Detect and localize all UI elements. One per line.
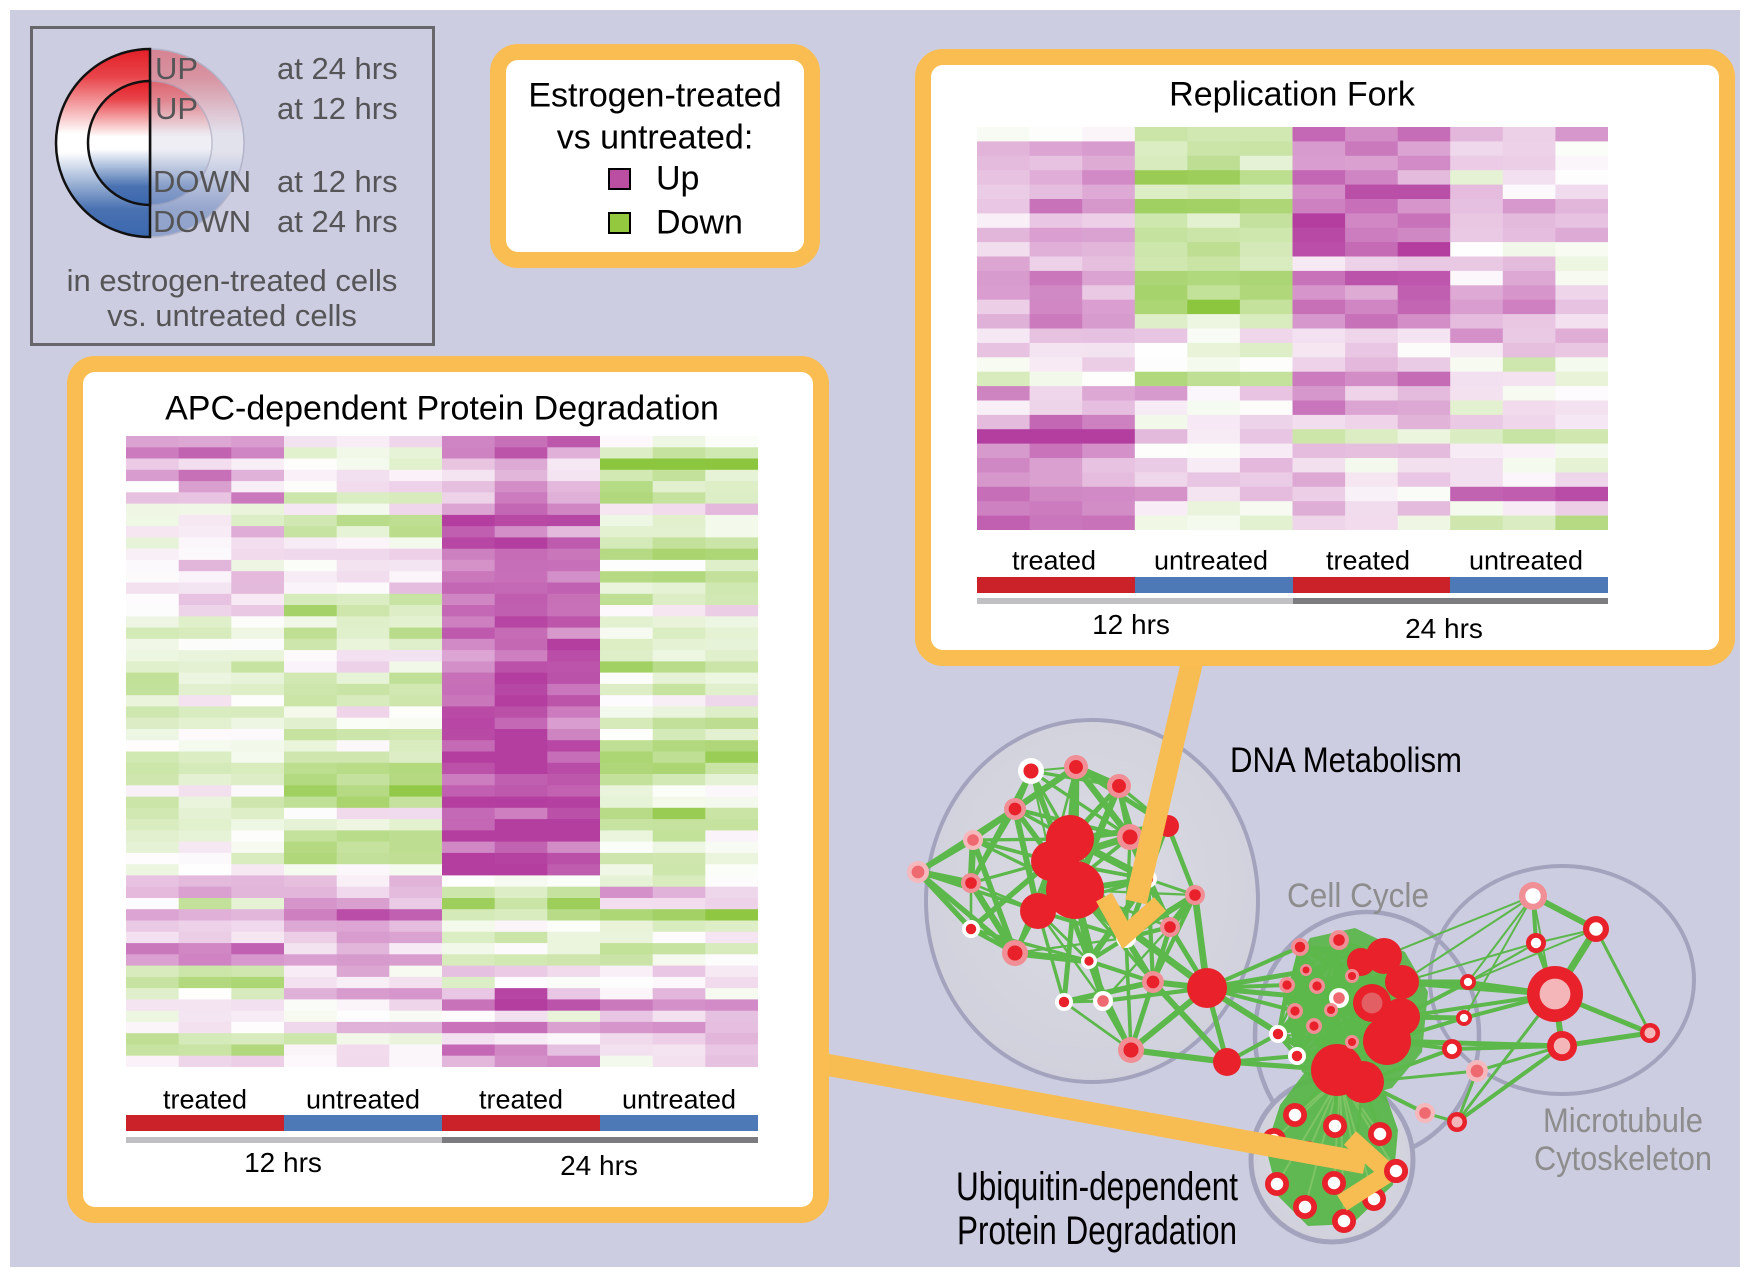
svg-text:Microtubule: Microtubule xyxy=(1543,1102,1703,1140)
svg-text:DNA Metabolism: DNA Metabolism xyxy=(1230,741,1462,780)
svg-text:Cytoskeleton: Cytoskeleton xyxy=(1534,1140,1712,1178)
svg-text:Ubiquitin-dependent: Ubiquitin-dependent xyxy=(956,1165,1238,1209)
svg-text:Cell Cycle: Cell Cycle xyxy=(1287,877,1429,915)
svg-text:Protein Degradation: Protein Degradation xyxy=(957,1209,1237,1253)
